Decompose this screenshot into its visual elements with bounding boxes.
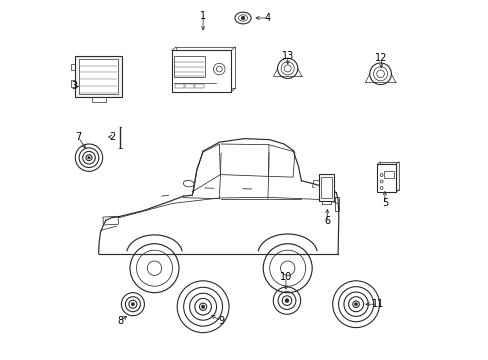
Text: 4: 4 xyxy=(264,13,270,23)
Text: 2: 2 xyxy=(109,132,116,142)
Bar xyxy=(91,97,105,102)
Circle shape xyxy=(131,302,134,306)
Bar xyxy=(334,197,338,211)
Bar xyxy=(75,56,122,97)
Bar xyxy=(195,84,203,89)
Bar xyxy=(377,164,395,192)
Bar xyxy=(171,50,231,92)
Circle shape xyxy=(87,156,90,159)
Bar xyxy=(380,162,398,190)
Bar xyxy=(174,84,183,89)
Circle shape xyxy=(354,302,357,306)
Text: 9: 9 xyxy=(218,316,224,326)
Bar xyxy=(321,176,331,198)
Bar xyxy=(318,174,333,201)
Circle shape xyxy=(241,16,244,20)
Bar xyxy=(383,171,393,178)
Text: 12: 12 xyxy=(374,53,386,63)
Text: 6: 6 xyxy=(324,216,330,226)
Text: 10: 10 xyxy=(279,272,291,282)
Circle shape xyxy=(285,298,288,303)
Bar xyxy=(79,59,118,94)
Bar xyxy=(174,56,204,77)
Bar xyxy=(184,84,193,89)
Circle shape xyxy=(201,305,204,309)
Text: 1: 1 xyxy=(200,11,206,21)
Ellipse shape xyxy=(183,180,194,187)
Text: 13: 13 xyxy=(281,51,293,61)
Bar xyxy=(71,80,75,87)
Text: 11: 11 xyxy=(371,299,383,309)
Bar xyxy=(103,216,118,225)
Bar xyxy=(176,47,235,88)
Text: 7: 7 xyxy=(75,132,81,142)
Text: 3: 3 xyxy=(71,81,78,91)
Text: 8: 8 xyxy=(117,316,123,326)
Bar xyxy=(71,64,75,70)
Text: 5: 5 xyxy=(381,198,387,208)
